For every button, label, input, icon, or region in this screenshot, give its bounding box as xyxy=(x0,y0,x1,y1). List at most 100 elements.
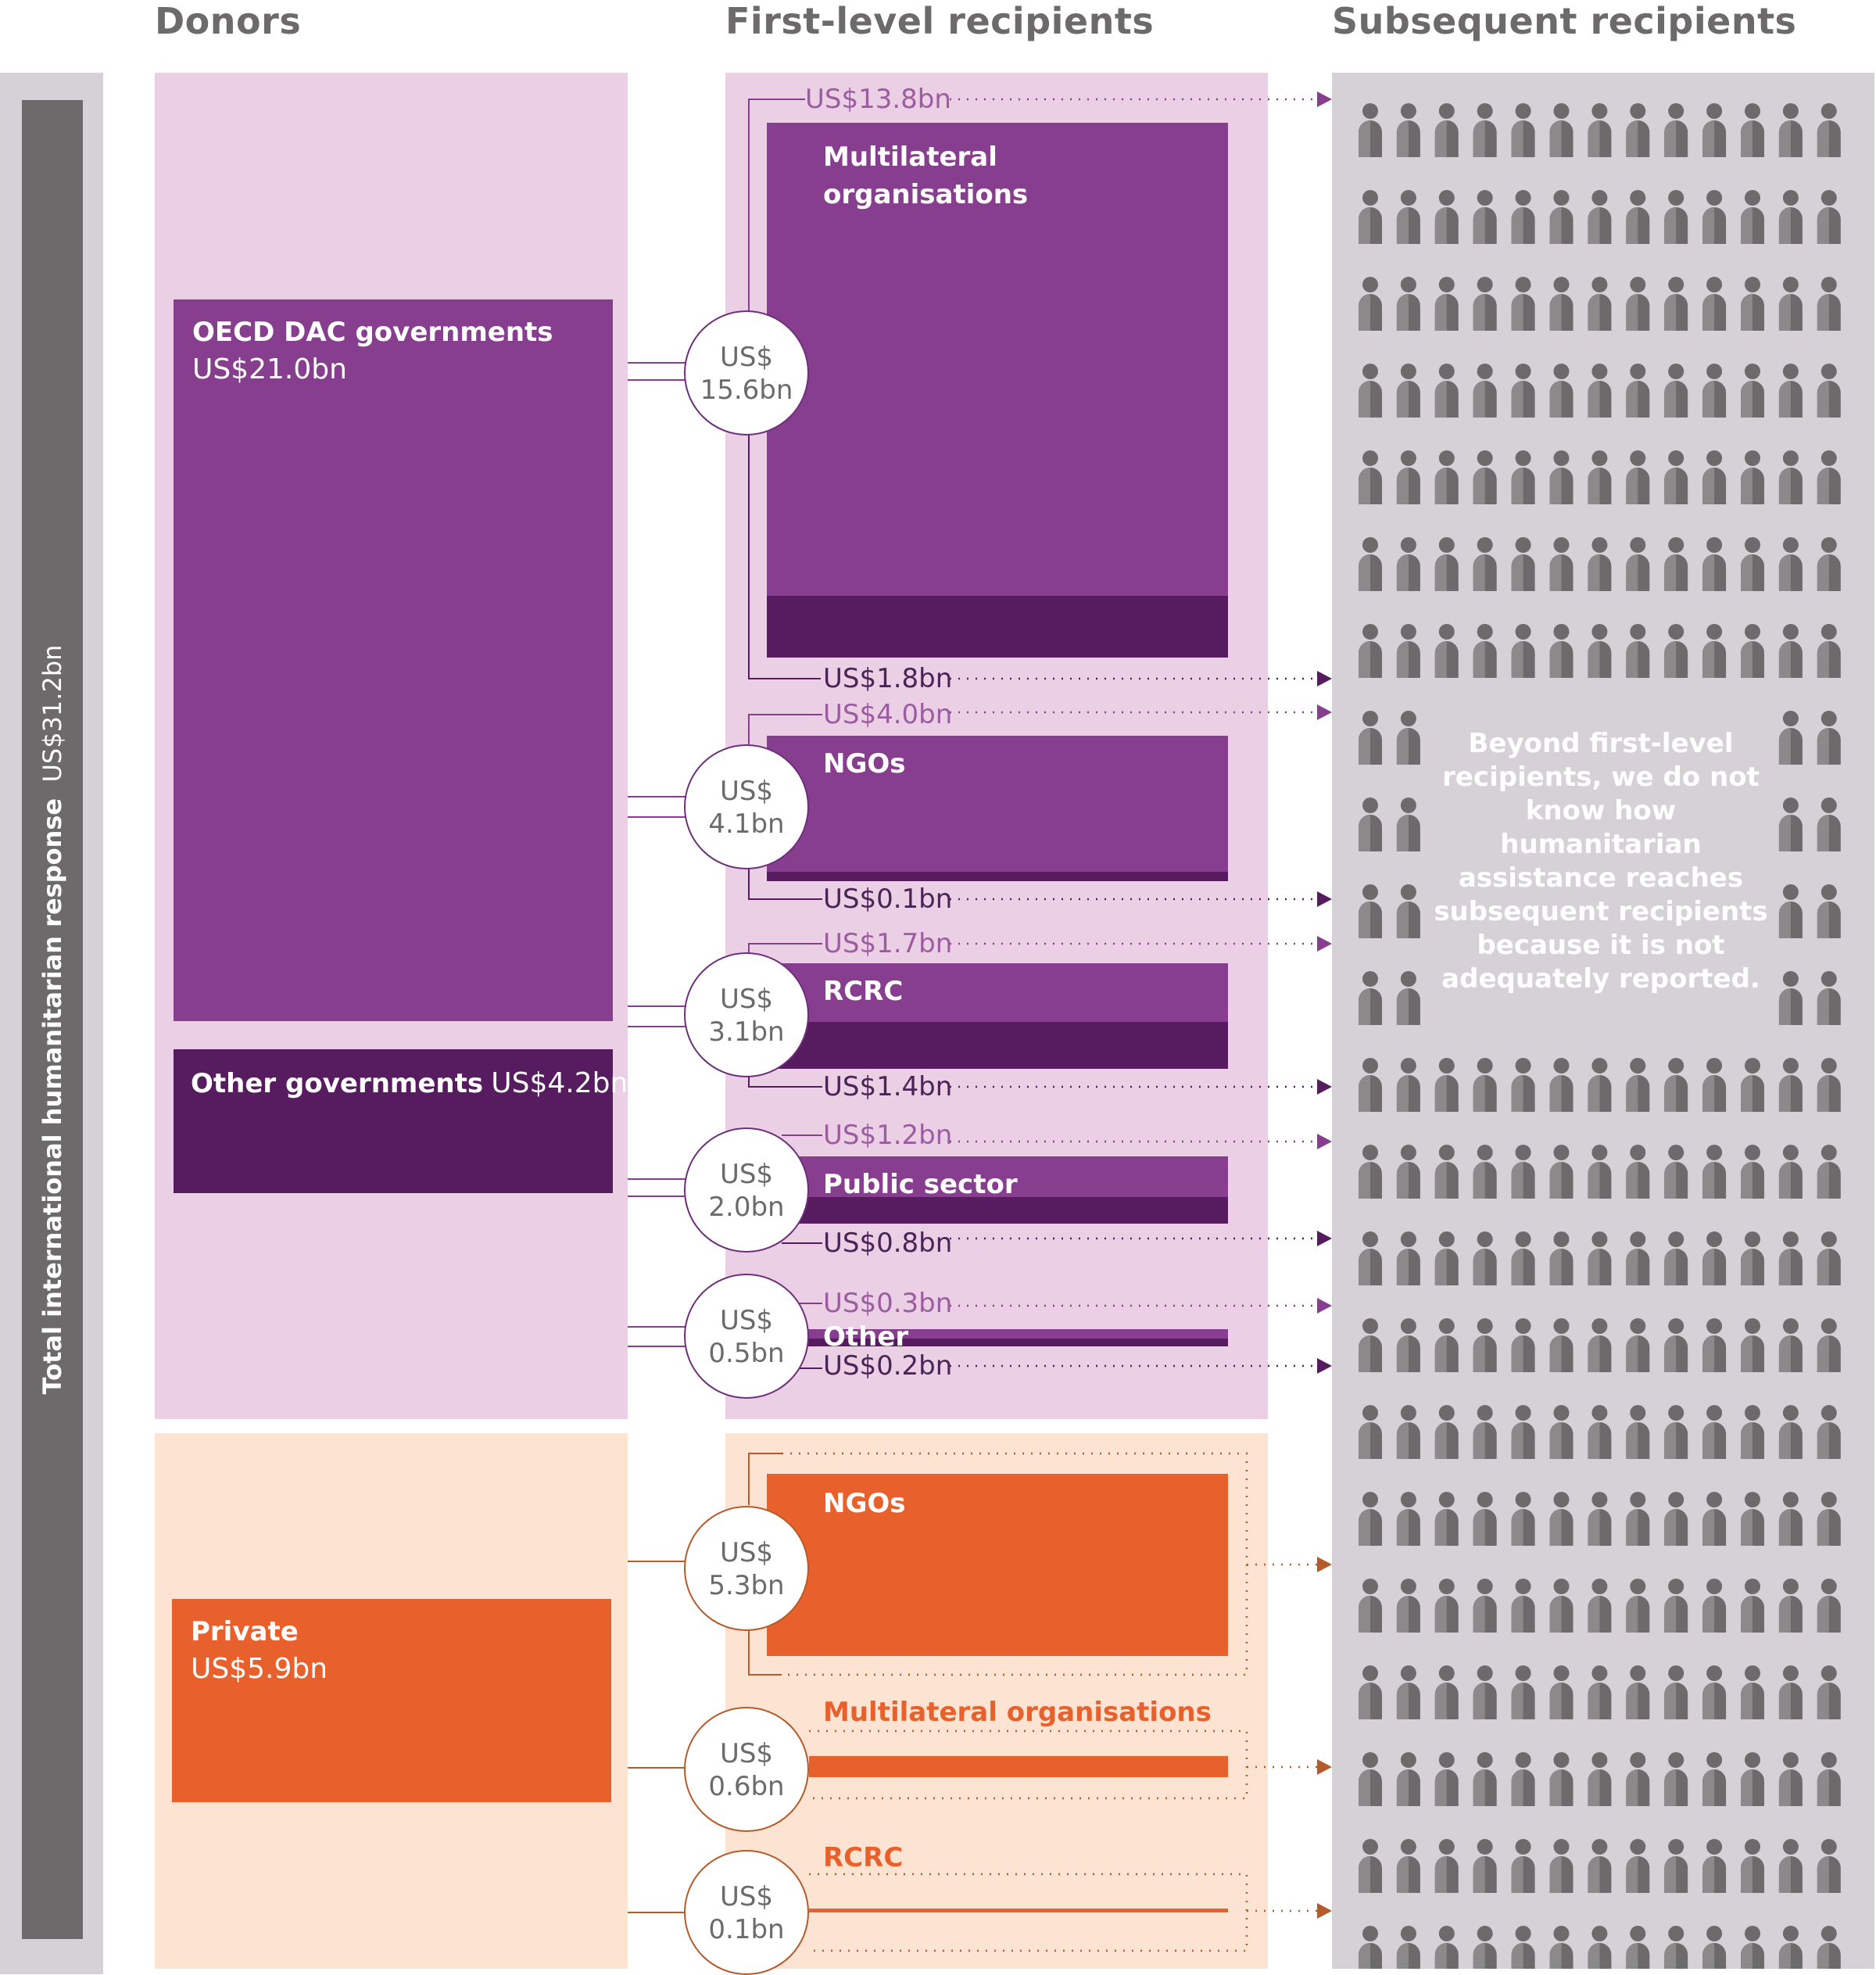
ngos-total-amount: 4.1bn xyxy=(708,808,785,840)
other-bottom-amount: US$0.2bn xyxy=(823,1350,953,1382)
multilateral-total-amount: 15.6bn xyxy=(700,375,793,406)
person-icon xyxy=(1664,624,1688,678)
person-icon xyxy=(1702,1839,1727,1893)
person-icon xyxy=(1511,1058,1535,1112)
person-icon xyxy=(1396,971,1420,1025)
person-icon xyxy=(1549,1579,1573,1633)
person-icon xyxy=(1664,1579,1688,1633)
rcrc-total-amount: 3.1bn xyxy=(708,1016,785,1048)
person-icon xyxy=(1396,1318,1420,1372)
person-icon xyxy=(1626,1058,1650,1112)
person-icon xyxy=(1778,277,1803,331)
person-icon xyxy=(1817,1752,1841,1806)
person-icon xyxy=(1626,1752,1650,1806)
person-icon xyxy=(1588,277,1612,331)
person-icon xyxy=(1511,1405,1535,1459)
person-icon xyxy=(1359,1405,1382,1459)
person-icon xyxy=(1664,450,1688,504)
person-icon xyxy=(1626,1492,1650,1546)
ngos-public-dark-segment xyxy=(767,872,1228,881)
person-icon xyxy=(1626,1145,1650,1199)
public-sector-total-currency: US$ xyxy=(719,1159,774,1190)
person-icon xyxy=(1359,798,1382,851)
person-icon xyxy=(1702,450,1727,504)
person-icon xyxy=(1817,537,1841,591)
person-icon xyxy=(1778,884,1803,938)
person-icon xyxy=(1473,1405,1497,1459)
note-line-2: recipients, we do not xyxy=(1442,762,1760,793)
person-icon xyxy=(1588,1405,1612,1459)
multilateral-private-total-currency: US$ xyxy=(719,1738,774,1769)
person-icon xyxy=(1473,450,1497,504)
multilateral-box: Multilateral organisations xyxy=(767,123,1228,658)
person-icon xyxy=(1741,1058,1764,1112)
person-icon xyxy=(1359,450,1382,504)
person-icon xyxy=(1434,624,1459,678)
oecd-dac-box: OECD DAC governments US$21.0bn xyxy=(174,299,613,1021)
person-icon xyxy=(1359,624,1382,678)
person-icon xyxy=(1778,103,1803,157)
person-icon xyxy=(1817,1145,1841,1199)
other-public-dark-segment xyxy=(767,1339,1228,1346)
person-icon xyxy=(1511,1752,1535,1806)
person-icon xyxy=(1549,1145,1573,1199)
person-icon xyxy=(1626,1926,1650,1969)
person-icon xyxy=(1778,798,1803,851)
person-icon xyxy=(1741,624,1764,678)
person-icon xyxy=(1626,1318,1650,1372)
person-icon xyxy=(1511,277,1535,331)
person-icon xyxy=(1626,1405,1650,1459)
people-grid xyxy=(1359,103,1841,1969)
person-icon xyxy=(1359,103,1382,157)
person-icon xyxy=(1702,624,1727,678)
person-icon xyxy=(1359,1926,1382,1969)
rcrc-private-total-amount: 0.1bn xyxy=(708,1914,785,1945)
person-icon xyxy=(1434,1665,1459,1719)
oecd-dac-label: OECD DAC governments xyxy=(192,317,553,348)
person-icon xyxy=(1396,450,1420,504)
person-icon xyxy=(1396,364,1420,418)
person-icon xyxy=(1549,1058,1573,1112)
person-icon xyxy=(1473,1839,1497,1893)
person-icon xyxy=(1473,624,1497,678)
person-icon xyxy=(1588,1145,1612,1199)
public-sector-total-circle: US$ 2.0bn xyxy=(684,1127,809,1253)
person-icon xyxy=(1588,1839,1612,1893)
person-icon xyxy=(1778,1665,1803,1719)
person-icon xyxy=(1473,1926,1497,1969)
person-icon xyxy=(1817,1839,1841,1893)
person-icon xyxy=(1817,798,1841,851)
person-icon xyxy=(1702,1231,1727,1285)
person-icon xyxy=(1511,1665,1535,1719)
person-icon xyxy=(1549,1752,1573,1806)
person-icon xyxy=(1741,1839,1764,1893)
person-icon xyxy=(1778,1926,1803,1969)
person-icon xyxy=(1549,1926,1573,1969)
person-icon xyxy=(1588,1752,1612,1806)
person-icon xyxy=(1817,190,1841,244)
person-icon xyxy=(1702,364,1727,418)
ngos-public-label: NGOs xyxy=(823,748,906,780)
person-icon xyxy=(1588,1579,1612,1633)
person-icon xyxy=(1778,1058,1803,1112)
person-icon xyxy=(1396,1058,1420,1112)
person-icon xyxy=(1664,1839,1688,1893)
person-icon xyxy=(1434,1926,1459,1969)
public-sector-total-amount: 2.0bn xyxy=(708,1192,785,1223)
person-icon xyxy=(1778,1492,1803,1546)
person-icon xyxy=(1396,537,1420,591)
person-icon xyxy=(1702,1145,1727,1199)
person-icon xyxy=(1434,1752,1459,1806)
person-icon xyxy=(1549,1492,1573,1546)
person-icon xyxy=(1664,1231,1688,1285)
public-sector-top-amount: US$1.2bn xyxy=(823,1120,953,1151)
person-icon xyxy=(1359,1839,1382,1893)
person-icon xyxy=(1434,1579,1459,1633)
person-icon xyxy=(1741,1318,1764,1372)
unknown-flows-note: Beyond first-level recipients, we do not… xyxy=(1430,727,1771,996)
ngos-bottom-amount: US$0.1bn xyxy=(823,884,953,915)
person-icon xyxy=(1396,1752,1420,1806)
person-icon xyxy=(1434,364,1459,418)
ngos-private-box: NGOs xyxy=(767,1474,1228,1656)
person-icon xyxy=(1778,711,1803,765)
